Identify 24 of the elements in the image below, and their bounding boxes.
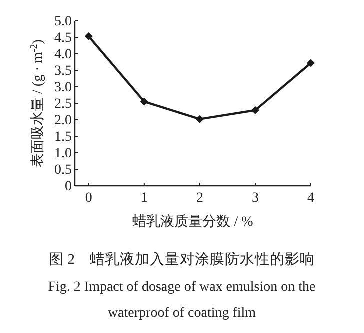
y-tick-label: 4.0	[54, 48, 72, 62]
point	[140, 98, 148, 106]
text: Fig. 2 Impact of dosage of wax emulsion on the waterproof of coating film	[48, 280, 316, 321]
x-tick-label: 0	[85, 191, 92, 206]
point	[196, 115, 204, 124]
y-tick-label: 1.0	[54, 146, 72, 162]
point	[251, 106, 260, 114]
x-tick-label: 3	[252, 191, 259, 206]
point	[84, 32, 93, 41]
text: 图 2 蜡乳液加入量对涂膜防水性的影响	[49, 251, 315, 268]
point	[307, 59, 315, 68]
y-tick-label: 1.5	[54, 130, 72, 145]
x-tick-label: 1	[140, 191, 148, 206]
y-tick-label: 2.5	[54, 97, 72, 112]
y-tick-label: 5.0	[54, 14, 72, 30]
y-tick-label: 2.0	[54, 114, 72, 128]
x-tick-label: 4	[308, 191, 314, 206]
y-tick-label: 4.5	[54, 31, 72, 46]
x-axis-title: 蜡乳液质量分数 / %	[132, 214, 254, 230]
y-tick-label: 3.0	[54, 80, 72, 96]
y-tick-label: 3.5	[54, 64, 72, 79]
y-tick-label: 0	[65, 180, 72, 194]
x-tick-label: 2	[196, 191, 204, 206]
y-tick-label: 0.5	[54, 163, 72, 178]
